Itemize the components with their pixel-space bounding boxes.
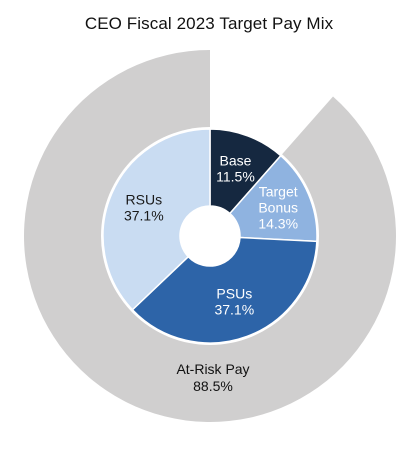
label-psus-value: 37.1% [214,302,254,318]
label-target-bonus-name: Target [259,183,298,199]
label-target-bonus-value: 14.3% [258,215,298,231]
label-rsus-value: 37.1% [124,208,164,224]
donut-hole [180,206,240,266]
label-base-value: 11.5% [216,169,255,185]
label-at-risk-pay-value: 88.5% [193,378,233,394]
label-rsus-name: RSUs [126,192,163,208]
chart-title: CEO Fiscal 2023 Target Pay Mix [84,14,334,33]
label-target-bonus-name: Bonus [258,199,298,215]
label-psus-name: PSUs [216,286,252,302]
label-base-name: Base [219,153,251,169]
label-at-risk-pay-name: At-Risk Pay [176,361,249,377]
